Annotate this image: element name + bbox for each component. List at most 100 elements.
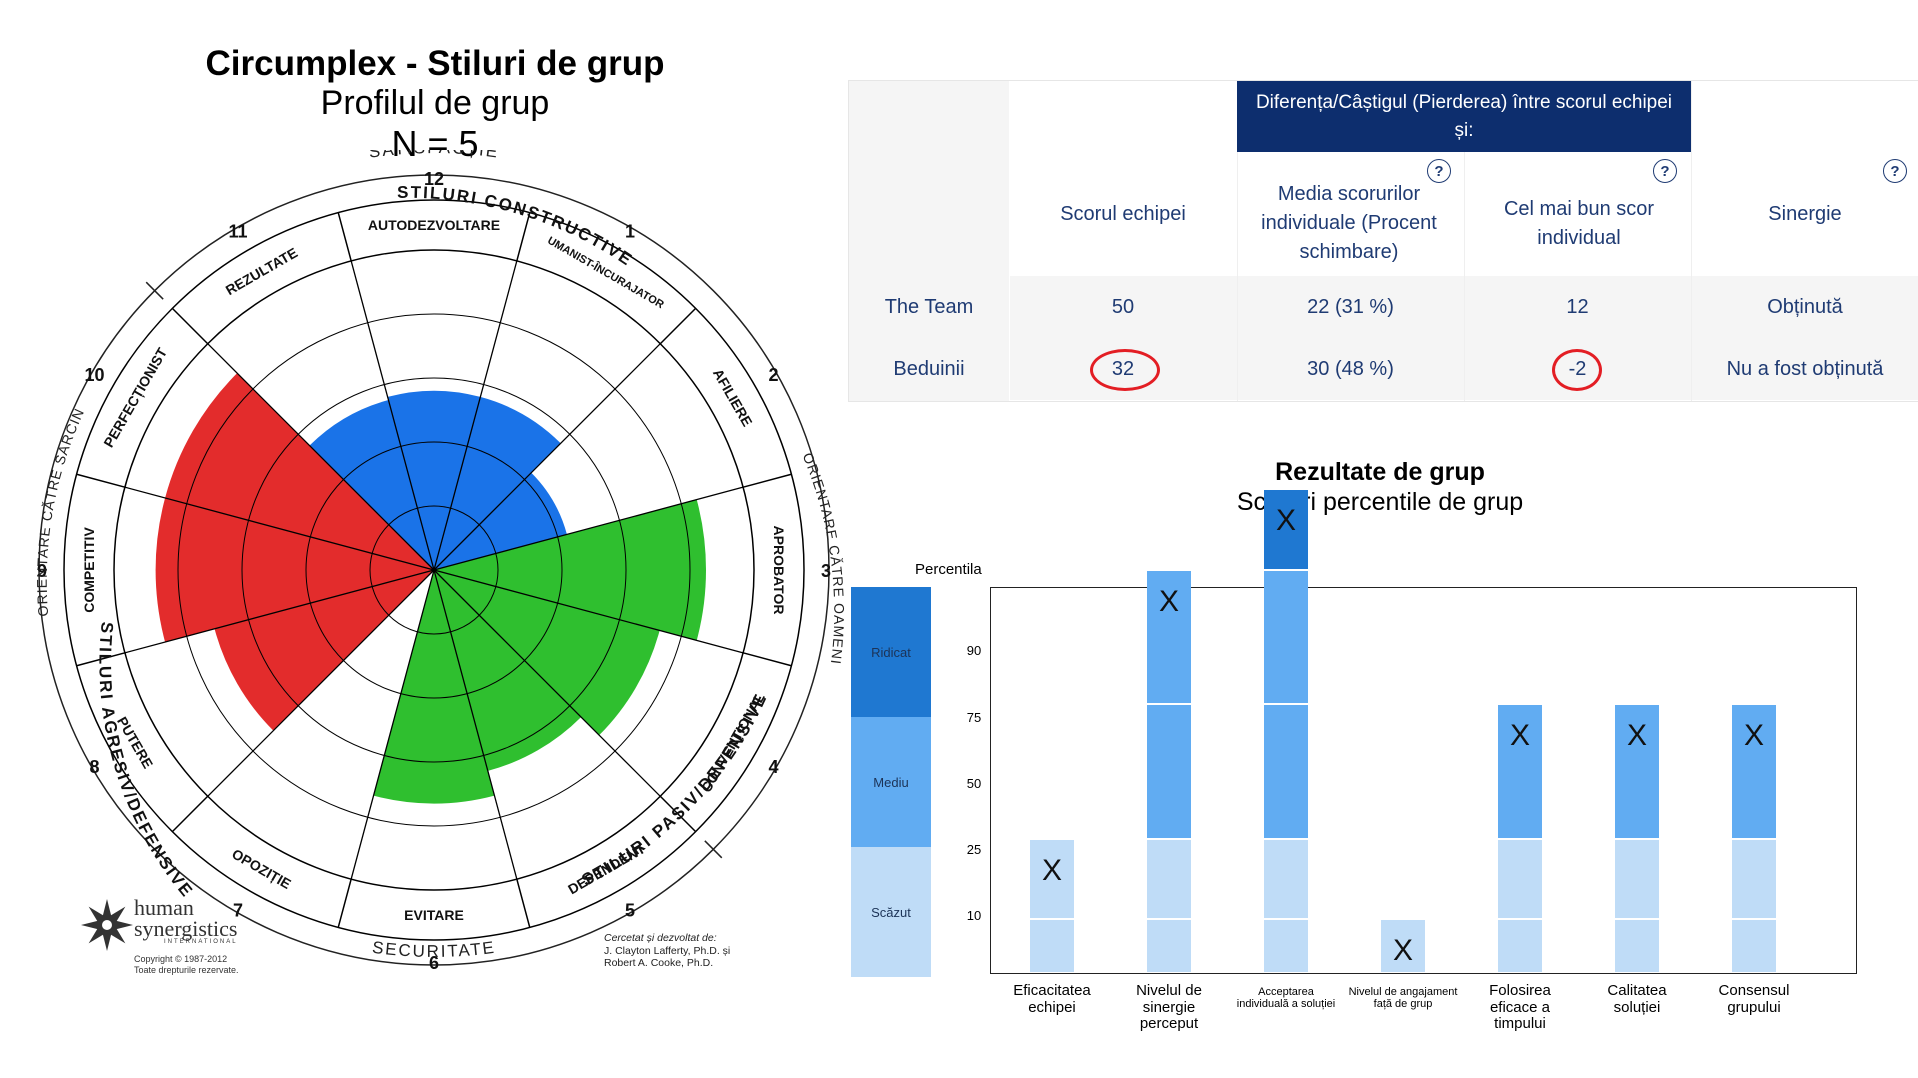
- chart-subtitle: Scoruri percentile de grup: [1236, 488, 1524, 516]
- svg-text:SECURITATE: SECURITATE: [371, 938, 497, 961]
- style-number-6: 6: [429, 953, 439, 973]
- credit-line1: Cercetat și dezvoltat de:: [604, 932, 717, 944]
- category-label: Consensul grupului: [1718, 982, 1790, 1016]
- col-header-team-score: Scorul echipei: [1060, 202, 1186, 225]
- bar-segment: [1732, 705, 1776, 838]
- wedge-3: [434, 499, 706, 641]
- help-icon-synergy[interactable]: ?: [1883, 159, 1907, 183]
- y-tick-25: 25: [966, 842, 982, 857]
- logo-line1: human: [134, 895, 194, 920]
- circumplex-n-label: N = 5: [391, 123, 479, 164]
- band-scazut: Scăzut: [851, 847, 931, 977]
- row-synergy: Obținută: [1767, 295, 1843, 318]
- row-best-score: 12: [1566, 295, 1589, 318]
- arc-label-securitate: SECURITATE: [371, 938, 495, 961]
- wedge-8: [214, 570, 434, 731]
- bar-segment: [1264, 490, 1308, 569]
- style-label-6: EVITARE: [404, 907, 464, 923]
- style-number-12: 12: [424, 169, 444, 189]
- y-axis-label: Percentila: [915, 561, 982, 578]
- band-ridicat: Ridicat: [851, 587, 931, 717]
- circumplex-title: Circumplex - Stiluri de grup: [205, 44, 665, 83]
- bar-segment: [1264, 920, 1308, 972]
- logo-line3: INTERNATIONAL: [164, 938, 238, 945]
- table-group-header: [1237, 81, 1691, 152]
- bar-segment: [1147, 570, 1191, 704]
- circumplex-subtitle: Profilul de grup: [320, 84, 550, 122]
- human-synergistics-logo: [78, 896, 136, 959]
- bar-segment: [1030, 839, 1074, 919]
- bar-segment: [1147, 839, 1191, 919]
- bar-marker: X: [1743, 719, 1764, 753]
- bar-segment: [1147, 705, 1191, 838]
- highlight-circle-team: [1090, 349, 1160, 391]
- copyright-line2: Toate drepturile rezervate.: [134, 964, 239, 975]
- row-avg-score: 30 (48 %): [1307, 357, 1394, 380]
- results-table: Diferența/Câștigul (Pierderea) între sco…: [848, 80, 1918, 402]
- style-number-10: 10: [85, 365, 105, 385]
- bar-marker: X: [1392, 934, 1413, 968]
- wedge-11: [309, 399, 434, 570]
- chart-title: Rezultate de grup: [1275, 458, 1485, 486]
- style-number-3: 3: [821, 561, 831, 581]
- y-tick-50: 50: [966, 776, 982, 791]
- bar-marker: X: [1041, 853, 1062, 887]
- arc-label-satisfactie: SATISFACȚIE: [368, 150, 499, 162]
- bar-segment: [1147, 920, 1191, 972]
- svg-text:SATISFACȚIE: SATISFACȚIE: [368, 150, 501, 162]
- bar-marker: X: [1275, 504, 1296, 538]
- help-icon-best[interactable]: ?: [1653, 159, 1677, 183]
- bar-segment: [1264, 839, 1308, 919]
- category-label: Calitatea soluției: [1607, 982, 1667, 1016]
- style-number-1: 1: [625, 222, 635, 242]
- band-mediu: Mediu: [851, 717, 931, 847]
- style-number-5: 5: [625, 900, 635, 920]
- category-label: Eficacitatea echipei: [1013, 982, 1091, 1016]
- bar-segment: [1264, 705, 1308, 838]
- style-label-12: AUTODEZVOLTARE: [368, 217, 500, 233]
- style-label-9: COMPETITIV: [81, 527, 97, 613]
- bar-marker: X: [1509, 719, 1530, 753]
- y-tick-75: 75: [966, 710, 982, 725]
- bar-segment: [1732, 920, 1776, 972]
- highlight-circle-best: [1552, 349, 1602, 391]
- help-icon-avg[interactable]: ?: [1427, 159, 1451, 183]
- wedge-12: [387, 390, 481, 570]
- circumplex-wedges: [155, 373, 706, 804]
- y-tick-10: 10: [966, 908, 982, 923]
- style-label-3: APROBATOR: [771, 526, 787, 615]
- logo-line2: synergistics: [134, 915, 238, 941]
- wedge-6: [373, 570, 495, 804]
- col-header-synergy: Sinergie: [1768, 202, 1842, 225]
- bar-segment: [1498, 839, 1542, 919]
- bar-marker: X: [1626, 719, 1647, 753]
- credit-line3: Robert A. Cooke, Ph.D.: [604, 957, 714, 970]
- credit-line2: J. Clayton Lafferty, Ph.D. și: [604, 944, 731, 957]
- bar-segment: [1498, 705, 1542, 838]
- copyright-line1: Copyright © 1987-2012: [134, 954, 228, 964]
- bar-segment: [1264, 570, 1308, 704]
- bar-segment: [1615, 920, 1659, 972]
- wedge-2: [434, 472, 567, 570]
- wedge-9: [155, 497, 435, 643]
- row-avg-score: 22 (31 %): [1307, 295, 1394, 318]
- bar-segment: [1030, 920, 1074, 972]
- row-name: Beduinii: [893, 357, 965, 380]
- wedge-4: [434, 570, 660, 736]
- col-header-best-score: Cel mai bun scor individual: [1503, 197, 1655, 249]
- category-label: Acceptarea individuală a soluției: [1236, 986, 1336, 1011]
- style-number-8: 8: [90, 757, 100, 777]
- row-synergy: Nu a fost obținută: [1726, 357, 1884, 380]
- row-name: The Team: [884, 295, 974, 318]
- style-number-4: 4: [768, 757, 778, 777]
- style-number-11: 11: [228, 222, 247, 242]
- logo-star-icon: [81, 899, 133, 951]
- y-tick-90: 90: [966, 643, 982, 658]
- bar-segment: [1732, 839, 1776, 919]
- bar-marker: X: [1158, 584, 1179, 618]
- table-group-header-text: Diferența/Câștigul (Pierderea) între sco…: [1255, 91, 1673, 141]
- bar-segment: [1498, 920, 1542, 972]
- style-number-7: 7: [233, 900, 243, 920]
- bar-segment: [1615, 705, 1659, 838]
